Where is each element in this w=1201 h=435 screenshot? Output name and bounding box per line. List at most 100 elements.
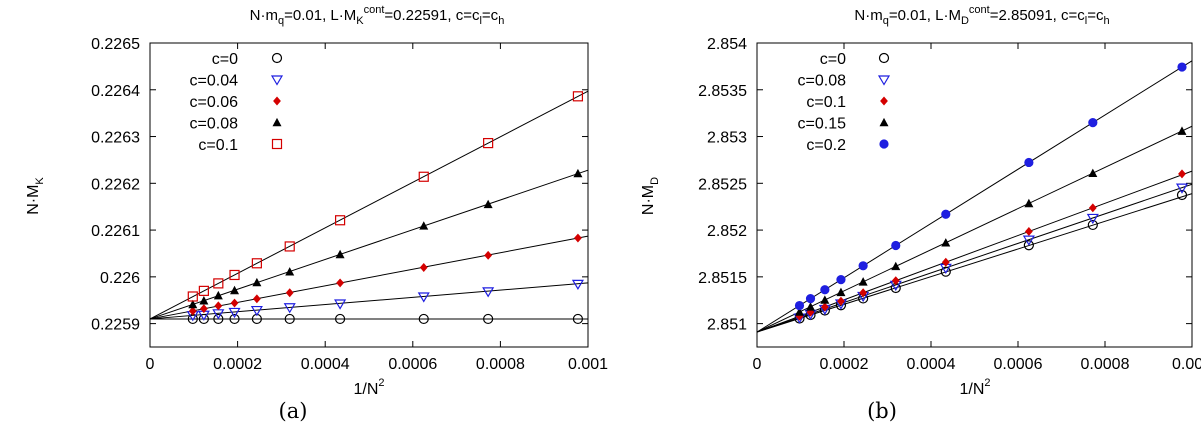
panel-a-point-c=0.06 bbox=[199, 304, 208, 314]
panel-b-point-c=0 bbox=[1087, 219, 1098, 231]
panel-b-y-tick-label: 2.853 bbox=[707, 130, 747, 147]
panel-b-point-c=0.1 bbox=[837, 296, 845, 306]
panel-b-point-c=0.2 bbox=[1088, 118, 1098, 128]
panel-a-point-c=0.1 bbox=[284, 241, 295, 252]
panel-a-point-c=0.1 bbox=[572, 91, 584, 102]
panel-a-fit-line-c=0.08 bbox=[149, 169, 589, 320]
panel-b-x-tick-label: 0 bbox=[753, 356, 762, 373]
panel-a-point-c=0.04 bbox=[283, 303, 296, 314]
panel-a-point-c=0.08 bbox=[483, 199, 493, 209]
panel-a-legend-marker bbox=[272, 117, 282, 127]
panel-b-point-c=0.2 bbox=[836, 275, 846, 285]
panel-b-y-tick-label: 2.8535 bbox=[698, 83, 747, 100]
panel-a-legend-marker bbox=[270, 75, 284, 86]
panel-b-point-c=0.15 bbox=[891, 261, 901, 271]
panel-a-point-c=0.04 bbox=[228, 307, 241, 319]
panel-a-x-tick-label: 0.001 bbox=[568, 356, 608, 373]
panel-b-point-c=0.2 bbox=[891, 240, 901, 251]
panel-a-point-c=0.06 bbox=[574, 233, 582, 243]
panel-b-legend-label: c=0.15 bbox=[798, 116, 847, 133]
panel-a-legend-label: c=0.08 bbox=[190, 116, 239, 133]
panel-b-fit-line-c=0.15 bbox=[756, 125, 1193, 333]
panel-a-point-c=0.1 bbox=[213, 278, 224, 289]
panel-a-point-c=0.06 bbox=[188, 306, 197, 316]
panel-a-legend-marker bbox=[271, 52, 283, 64]
panel-a: N·mq=0.01, L·MKcont=0.22591, c=cl=ch 0 0.… bbox=[25, 4, 608, 423]
panel-a-point-c=0.08 bbox=[419, 221, 429, 230]
panel-b-legend-label: c=0.1 bbox=[806, 94, 846, 111]
panel-a-point-c=0.06 bbox=[419, 263, 428, 272]
panel-b-y-axis-label: N·MD bbox=[640, 177, 661, 215]
panel-b-point-c=0 bbox=[1023, 240, 1034, 251]
panel-a-y-tick-label: 0.2262 bbox=[91, 176, 140, 193]
panel-b-point-c=0.2 bbox=[805, 294, 816, 304]
panel-b-point-c=0.1 bbox=[891, 276, 900, 286]
panel-b-legend-label: c=0.08 bbox=[798, 73, 847, 90]
panel-a-point-c=0.1 bbox=[483, 137, 494, 149]
panel-a-point-c=0.04 bbox=[482, 287, 495, 298]
panel-a-x-tick-label: 0 bbox=[146, 356, 155, 373]
panel-b-fit-line-c=0.08 bbox=[756, 183, 1193, 333]
panel-b-y-tick-label: 2.8525 bbox=[698, 176, 747, 193]
panel-a-title: N·mq=0.01, L·MKcont=0.22591, c=cl=ch bbox=[250, 4, 505, 27]
panel-a-point-c=0.1 bbox=[187, 291, 198, 302]
panel-b-fit-line-c=0 bbox=[756, 193, 1193, 333]
panel-a-legend-label: c=0.1 bbox=[198, 137, 238, 154]
panel-a-x-tick-label: 0.0006 bbox=[388, 356, 437, 373]
panel-a-legend-label: c=0.04 bbox=[190, 73, 239, 90]
panel-b-point-c=0 bbox=[1176, 189, 1188, 201]
panel-b-point-c=0.15 bbox=[1024, 198, 1034, 208]
panel-a-y-tick-label: 0.226 bbox=[100, 270, 140, 287]
panel-b-point-c=0.08 bbox=[1086, 213, 1099, 225]
panel-a-point-c=0.08 bbox=[188, 299, 198, 309]
panel-b-point-c=0.1 bbox=[859, 288, 868, 298]
panel-b-y-tick-label: 2.852 bbox=[707, 223, 747, 240]
panel-b-point-c=0.1 bbox=[820, 302, 829, 312]
panel-a-point-c=0.1 bbox=[334, 215, 346, 226]
panel-a-point-c=0 bbox=[483, 313, 494, 325]
panel-a-point-c=0.1 bbox=[229, 269, 240, 281]
panel-b-point-c=0.08 bbox=[1175, 183, 1189, 194]
panel-b-y-tick-label: 2.851 bbox=[707, 317, 747, 334]
panel-b-point-c=0.15 bbox=[941, 238, 951, 247]
panel-b-point-c=0.1 bbox=[1024, 227, 1033, 236]
panel-a-y-tick-label: 0.2265 bbox=[91, 36, 140, 53]
panel-a-point-c=0.08 bbox=[573, 168, 583, 178]
panel-a-legend-label: c=0.06 bbox=[190, 94, 239, 111]
panel-b-legend-label: c=0.2 bbox=[806, 137, 846, 154]
panel-b-point-c=0.15 bbox=[794, 307, 804, 316]
panel-a-legend-label: c=0 bbox=[212, 51, 238, 68]
panel-b-x-axis-label: 1/N2 bbox=[959, 377, 990, 398]
panel-a-point-c=0.04 bbox=[250, 305, 263, 317]
panel-a-point-c=0.1 bbox=[418, 171, 429, 182]
panel-a-point-c=0.06 bbox=[214, 301, 223, 311]
panel-b-legend-marker bbox=[877, 75, 891, 86]
panel-b-point-c=0.1 bbox=[941, 257, 950, 267]
panel-b-legend-label: c=0 bbox=[820, 51, 846, 68]
panel-b-point-c=0.2 bbox=[1177, 62, 1187, 72]
panel-b-point-c=0.15 bbox=[858, 277, 868, 286]
panel-a-point-c=0.08 bbox=[285, 267, 295, 276]
panel-b-caption: (b) bbox=[867, 399, 897, 423]
panel-b-y-tick-label: 2.8515 bbox=[698, 270, 747, 287]
panel-a-x-tick-label: 0.0008 bbox=[476, 356, 525, 373]
panel-a-legend-marker bbox=[273, 96, 281, 106]
panel-a-x-tick-label: 0.0004 bbox=[301, 356, 350, 373]
panel-a-point-c=0.06 bbox=[252, 294, 261, 304]
panel-a-point-c=0.04 bbox=[571, 279, 584, 291]
panel-a-point-c=0.08 bbox=[230, 285, 240, 295]
panel-b-point-c=0.2 bbox=[941, 209, 951, 219]
panel-a-y-tick-label: 0.2263 bbox=[91, 130, 140, 147]
panel-a-point-c=0 bbox=[198, 313, 209, 325]
panel-b-point-c=0.2 bbox=[820, 285, 830, 295]
panel-a-x-axis-label: 1/N2 bbox=[353, 377, 384, 398]
panel-a-fit-line-c=0.06 bbox=[149, 235, 589, 320]
panel-a-point-c=0 bbox=[213, 313, 224, 325]
panel-b-point-c=0.2 bbox=[1024, 157, 1034, 168]
panel-b-point-c=0.1 bbox=[1178, 169, 1186, 179]
panel-b-x-tick-label: 0.0004 bbox=[907, 356, 956, 373]
panel-a-point-c=0.06 bbox=[230, 298, 239, 308]
panel-a-legend-marker bbox=[271, 138, 283, 150]
panel-b-point-c=0.15 bbox=[836, 287, 846, 297]
